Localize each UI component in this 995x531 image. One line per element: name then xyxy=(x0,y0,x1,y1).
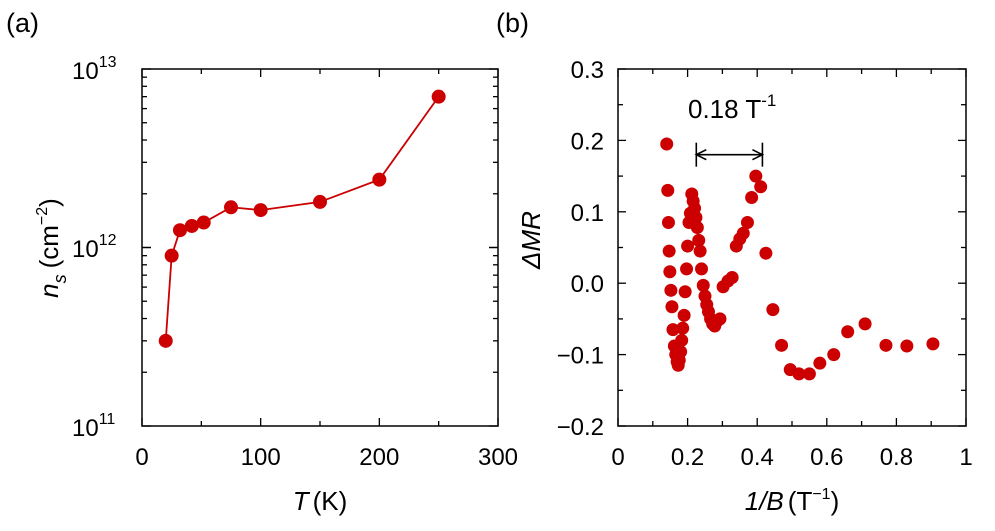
panel-b-data-point xyxy=(677,308,691,322)
panel-b-data-point xyxy=(827,348,841,362)
panel-a-xtick-200: 200 xyxy=(359,444,399,471)
panel-b-data-point xyxy=(745,191,759,205)
panel-b-points xyxy=(660,137,940,381)
panel-b-period-annotation: 0.18 T-1 xyxy=(688,91,776,167)
panel-a-data-point xyxy=(253,203,268,218)
panel-b-data-point xyxy=(841,325,855,339)
panel-b-data-point xyxy=(674,345,688,359)
panel-a-xtick-300: 300 xyxy=(478,444,518,471)
panel-b-data-point xyxy=(678,285,692,299)
panel-a-ylabel: ns(cm−2) xyxy=(34,198,70,298)
annotation-right-arrowhead xyxy=(752,148,765,161)
panel-b-data-point xyxy=(666,323,680,337)
panel-b-data-point xyxy=(665,300,679,314)
panel-a-data-point xyxy=(172,223,187,238)
panel-b-data-point xyxy=(692,233,706,247)
panel-b-xtick-0.2: 0.2 xyxy=(671,444,704,471)
panel-b-data-point xyxy=(680,262,694,276)
panel-b-data-point xyxy=(696,278,710,292)
panel-b-data-point xyxy=(858,317,872,331)
panel-b-data-point xyxy=(766,303,780,317)
panel-b-ylabel: ΔMR xyxy=(516,211,546,270)
panel-b-ytick-0.0: 0.0 xyxy=(571,271,604,298)
panel-a-xtick-0: 0 xyxy=(135,444,148,471)
panel-b-data-point xyxy=(900,339,914,353)
panel-a-series-line xyxy=(164,96,440,341)
panel-b-data-point xyxy=(775,338,789,352)
panel-a-data-point xyxy=(164,248,179,263)
panel-a-data-point xyxy=(158,333,173,348)
panel-b-data-point xyxy=(695,262,709,276)
annotation-left-arrowhead xyxy=(694,148,707,161)
panel-b-data-point xyxy=(736,226,750,240)
panel-b-ticks xyxy=(617,68,967,427)
panel-b-data-point xyxy=(661,216,675,230)
panel-a-data-point xyxy=(313,194,327,209)
panel-a-label: (a) xyxy=(6,8,39,38)
panel-b-xtick-1: 1 xyxy=(959,444,972,471)
panel-b-data-point xyxy=(802,367,816,381)
panel-a-xlabel: T (K) xyxy=(293,486,348,516)
panel-b-data-point xyxy=(754,180,768,194)
panel-b-data-point xyxy=(749,169,763,183)
panel-b-data-point xyxy=(662,244,676,258)
panel-b-data-point xyxy=(725,270,739,284)
panel-b-xtick-0.6: 0.6 xyxy=(810,444,843,471)
panel-a-data-point xyxy=(431,89,446,104)
panel-b-data-point xyxy=(713,312,727,326)
panel-a-data-point xyxy=(224,200,238,215)
panel-a-data-point xyxy=(196,215,211,230)
panel-a-plot-frame xyxy=(141,68,499,427)
panel-b-xtick-0.4: 0.4 xyxy=(741,444,774,471)
panel-a-xtick-100: 100 xyxy=(241,444,281,471)
panel-b-data-point xyxy=(690,221,704,235)
panel-b-data-point xyxy=(759,246,773,260)
panel-b-data-point xyxy=(661,183,675,197)
panel-a-ytick-1e12: 1012 xyxy=(72,232,117,263)
panel-b-xtick-0.8: 0.8 xyxy=(880,444,913,471)
panel-b-ytick-neg0.1: −0.1 xyxy=(557,343,604,370)
panel-b-data-point xyxy=(664,283,678,297)
panel-a-ytick-1e11: 1011 xyxy=(72,411,115,442)
panel-b-data-point xyxy=(663,265,677,279)
panel-a-ytick-1e13: 1013 xyxy=(72,54,117,85)
panel-b-data-point xyxy=(813,356,827,370)
panel-b-ytick-neg0.2: −0.2 xyxy=(557,414,604,441)
panel-b-ytick-0.1: 0.1 xyxy=(571,200,604,227)
panel-b-data-point xyxy=(681,239,695,253)
panel-b-data-point xyxy=(689,211,703,225)
panel-b-data-point xyxy=(676,321,690,335)
panel-b-data-point xyxy=(693,244,707,258)
panel-b-data-point xyxy=(675,333,689,347)
panel-b-data-point xyxy=(660,137,674,151)
panel-a-data-point xyxy=(372,172,387,187)
panel-b-ytick-0.2: 0.2 xyxy=(571,128,604,155)
panel-b-data-point xyxy=(740,216,754,230)
panel-b-label: (b) xyxy=(496,8,529,38)
panel-b-data-point xyxy=(792,367,806,381)
panel-b-data-point xyxy=(926,337,940,351)
panel-a-data-point xyxy=(184,218,199,233)
panel-b-data-point xyxy=(879,338,893,352)
panel-a-ticks xyxy=(141,68,499,427)
panel-a-points xyxy=(158,89,446,348)
panel-b-ytick-0.3: 0.3 xyxy=(571,57,604,84)
panel-b-xtick-0: 0 xyxy=(611,444,624,471)
panel-b-annotation-text: 0.18 T-1 xyxy=(688,91,776,124)
panel-b-xlabel: 1/B (T−1) xyxy=(745,486,840,516)
